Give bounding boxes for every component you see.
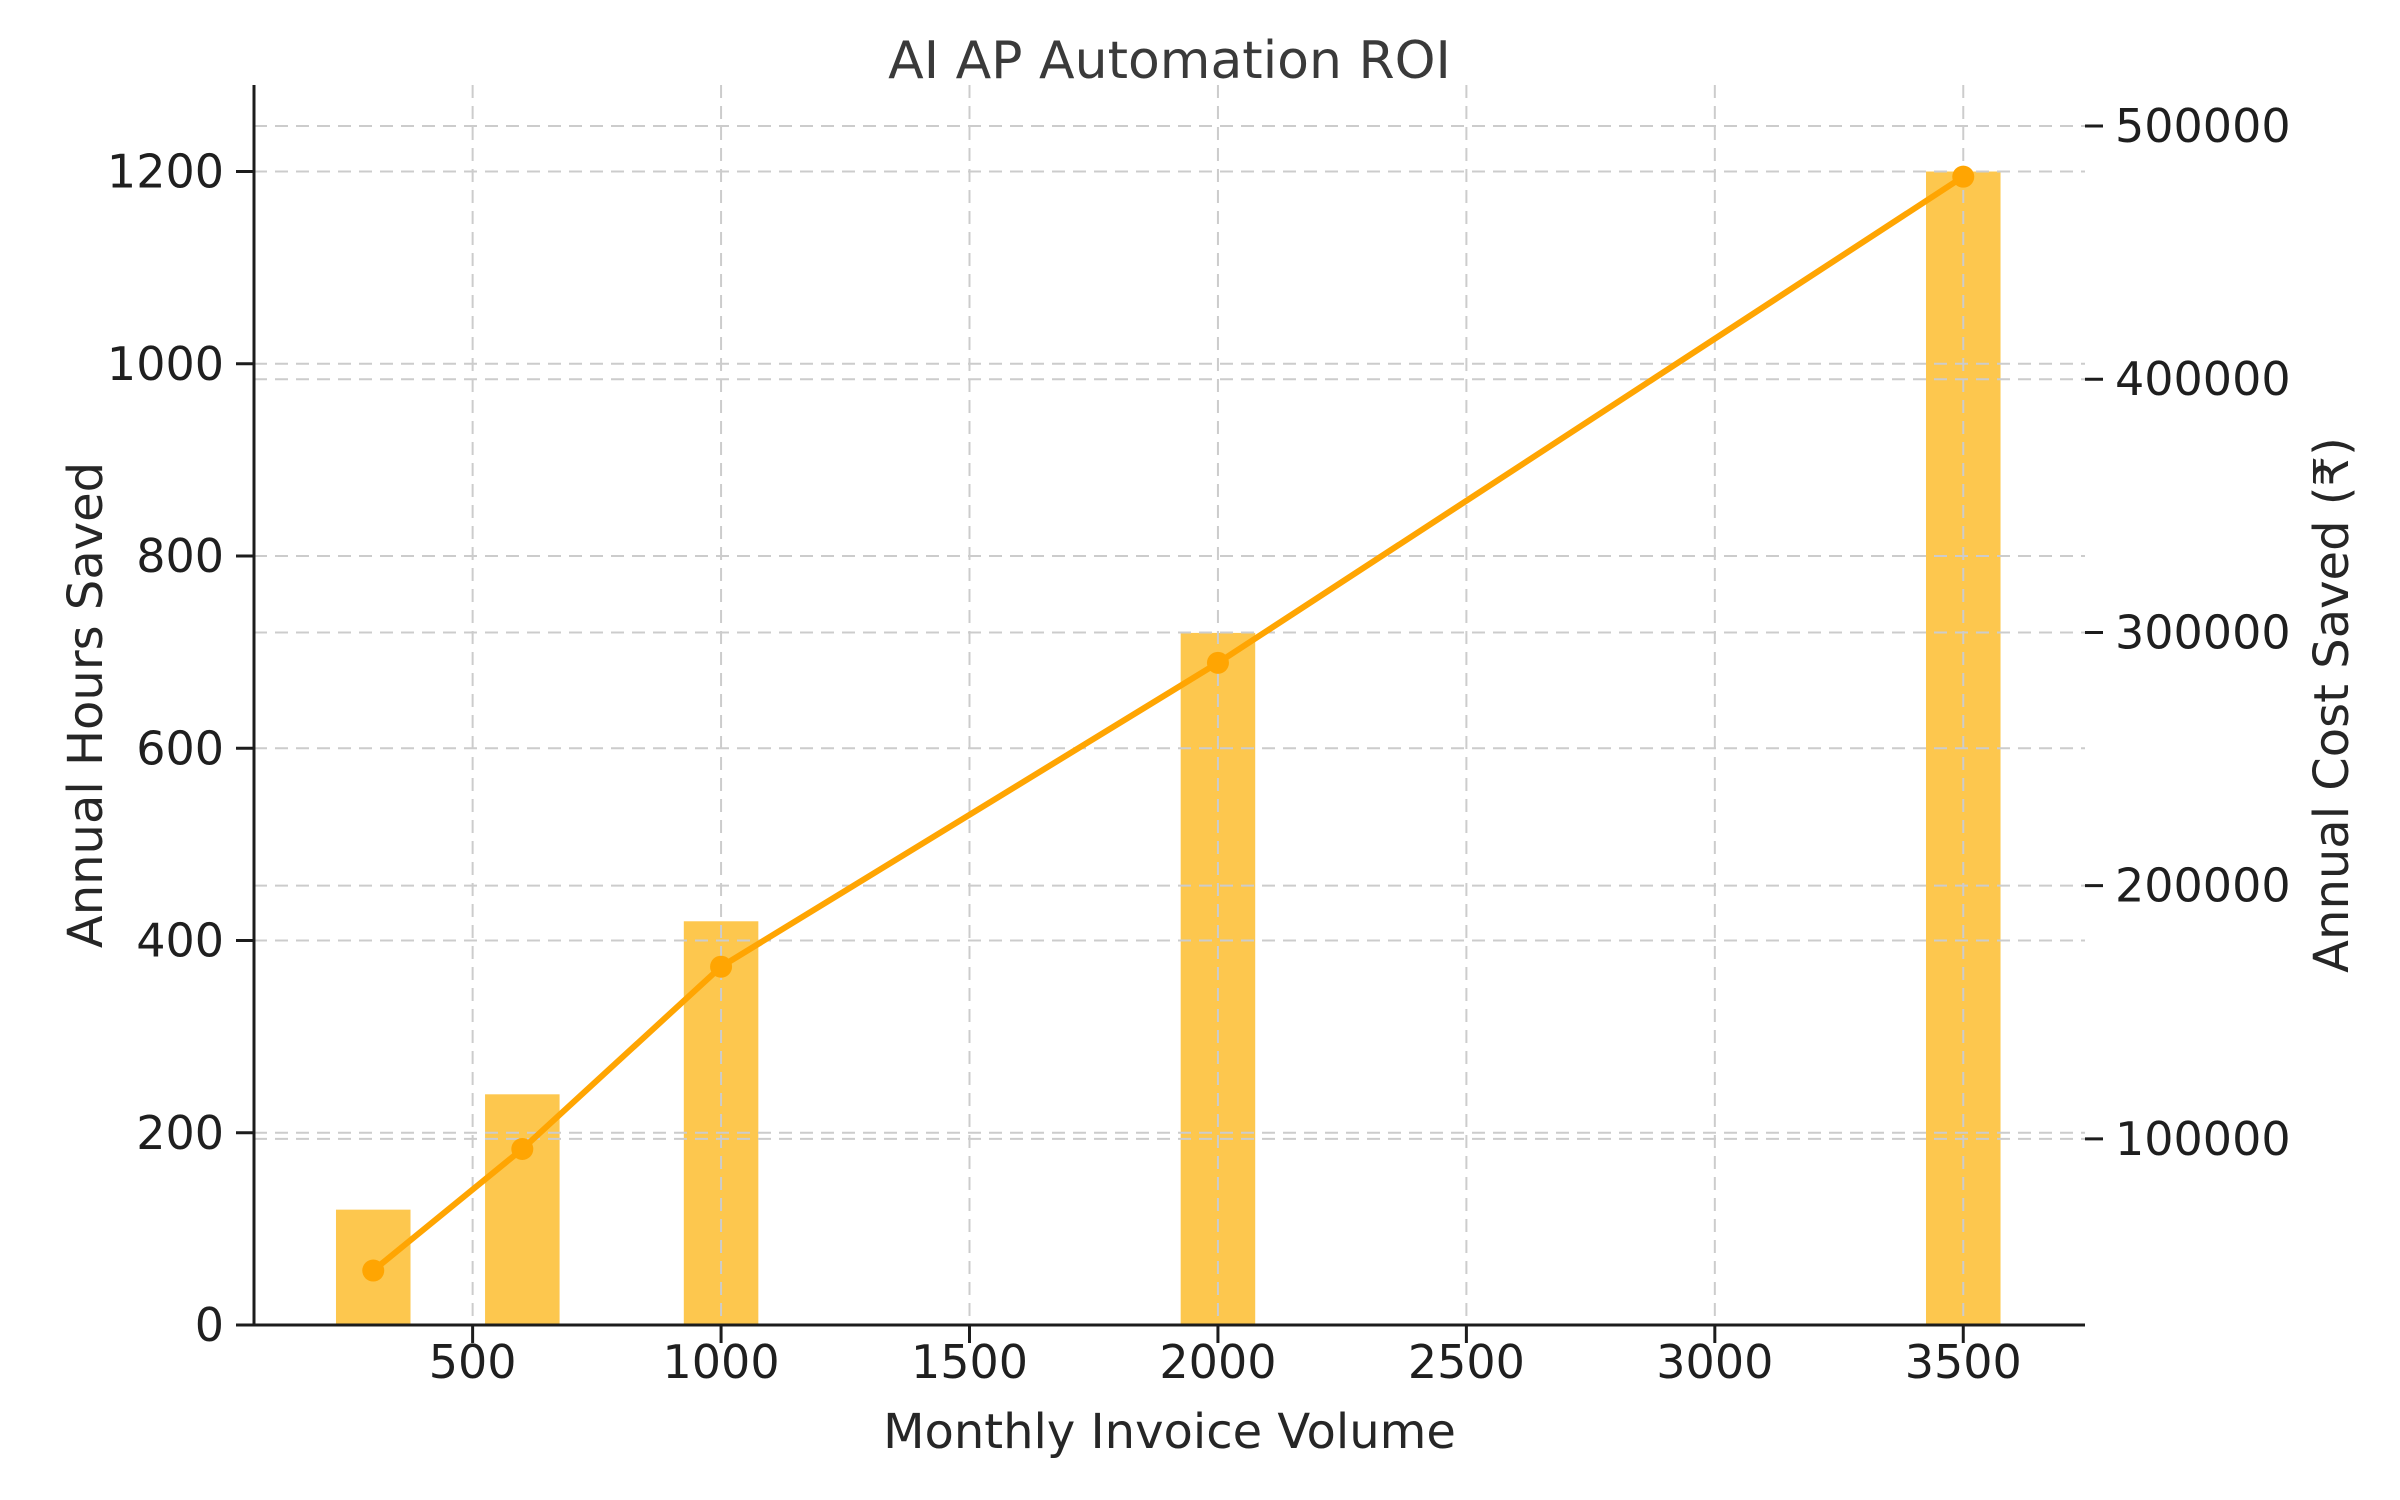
series-layer: [362, 165, 1975, 1282]
grid-layer: [254, 85, 2085, 1325]
left-axis-label: Annual Hours Saved: [58, 461, 114, 949]
left-tick-label-400: 400: [136, 914, 224, 968]
left-tick-label-1000: 1000: [107, 337, 224, 391]
x-axis-label: Monthly Invoice Volume: [883, 1404, 1456, 1460]
cost-marker-x600: [511, 1138, 534, 1161]
right-tick-label-500000: 500000: [2115, 99, 2291, 153]
cost-line: [370, 173, 1967, 1274]
left-tick-label-1200: 1200: [107, 145, 224, 199]
x-tick-label-1500: 1500: [911, 1335, 1028, 1389]
x-tick-label-3000: 3000: [1656, 1335, 1773, 1389]
right-tick-label-200000: 200000: [2115, 859, 2291, 913]
cost-marker-x300: [362, 1259, 385, 1282]
right-axis-label: Annual Cost Saved (₹): [2304, 437, 2360, 973]
left-tick-label-600: 600: [136, 721, 224, 775]
chart-title: AI AP Automation ROI: [888, 31, 1451, 91]
left-tick-label-800: 800: [136, 529, 224, 583]
left-tick-label-200: 200: [136, 1106, 224, 1160]
cost-marker-x3500: [1952, 165, 1975, 188]
right-tick-label-300000: 300000: [2115, 605, 2291, 659]
x-tick-label-2000: 2000: [1159, 1335, 1276, 1389]
tick-labels-layer: 0 200 400 600 800 1000 1200 100000 200000 300000 4…: [107, 99, 2291, 1389]
x-tick-label-1000: 1000: [663, 1335, 780, 1389]
cost-marker-x1000: [710, 955, 733, 978]
x-tick-label-500: 500: [429, 1335, 517, 1389]
x-tick-label-3500: 3500: [1905, 1335, 2022, 1389]
x-tick-label-2500: 2500: [1408, 1335, 1525, 1389]
right-tick-label-100000: 100000: [2115, 1112, 2291, 1166]
right-tick-label-400000: 400000: [2115, 352, 2291, 406]
left-tick-label-0: 0: [195, 1298, 224, 1352]
cost-marker-x2000: [1206, 651, 1229, 674]
axes-layer: [236, 85, 2103, 1343]
